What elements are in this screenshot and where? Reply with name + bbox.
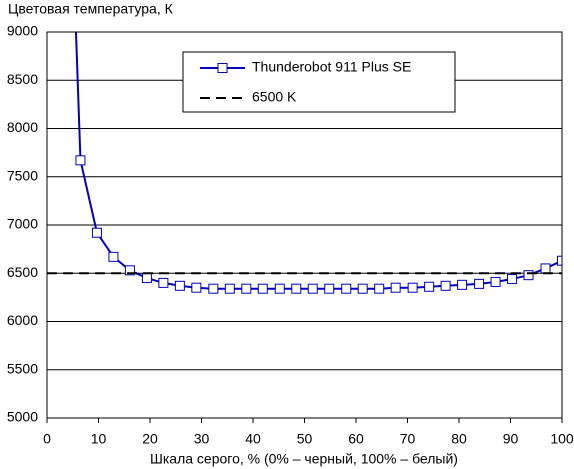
y-tick-label: 6500 xyxy=(7,264,38,280)
x-tick-label: 100 xyxy=(550,431,574,447)
legend: Thunderobot 911 Plus SE 6500 K xyxy=(182,51,456,113)
data-point xyxy=(424,281,435,292)
plot-area xyxy=(47,32,562,294)
data-point xyxy=(407,282,418,293)
data-point xyxy=(440,280,451,291)
data-point xyxy=(357,283,368,294)
data-point xyxy=(557,255,562,266)
y-tick-label: 8000 xyxy=(7,119,38,135)
data-point xyxy=(507,274,518,285)
y-tick-label: 9000 xyxy=(7,23,38,39)
data-point xyxy=(124,265,135,276)
legend-box xyxy=(182,51,456,113)
data-point xyxy=(341,283,352,294)
data-point xyxy=(274,283,285,294)
data-point xyxy=(490,276,501,287)
y-tick-label: 6000 xyxy=(7,312,38,328)
data-point xyxy=(457,279,468,290)
x-tick-label: 60 xyxy=(348,431,364,447)
data-point xyxy=(390,282,401,293)
legend-marker xyxy=(217,63,228,73)
data-point xyxy=(540,263,551,274)
x-axis-label: Шкала серого, % (0% – черный, 100% – бел… xyxy=(150,451,458,467)
legend-label: 6500 K xyxy=(252,89,297,105)
data-point xyxy=(291,283,302,294)
y-tick-label: 7500 xyxy=(7,167,38,183)
x-tick-label: 80 xyxy=(451,431,467,447)
data-point xyxy=(141,273,152,284)
x-tick-label: 30 xyxy=(194,431,210,447)
y-tick-label: 5500 xyxy=(7,360,38,376)
x-tick-label: 70 xyxy=(400,431,416,447)
data-point xyxy=(374,283,385,294)
data-point xyxy=(307,283,318,294)
x-tick-label: 90 xyxy=(503,431,519,447)
data-point xyxy=(474,278,485,289)
x-tick-label: 50 xyxy=(297,431,313,447)
data-point xyxy=(91,227,102,238)
data-point xyxy=(523,270,534,281)
data-point xyxy=(241,283,252,294)
legend-label: Thunderobot 911 Plus SE xyxy=(252,59,411,75)
data-point xyxy=(224,283,235,294)
data-point xyxy=(108,251,119,262)
x-tick-label: 40 xyxy=(245,431,261,447)
data-point xyxy=(208,283,219,294)
data-point xyxy=(257,283,268,294)
data-point xyxy=(158,277,169,288)
data-point xyxy=(324,283,335,294)
axes: 5000 5500 6000 6500 7000 7500 8000 8500 9000 0 10 2… xyxy=(7,23,574,447)
y-tick-label: 8500 xyxy=(7,71,38,87)
chart-title: Цветовая температура, К xyxy=(8,1,174,17)
y-tick-label: 7000 xyxy=(7,216,38,232)
data-point xyxy=(191,282,202,293)
x-tick-label: 10 xyxy=(91,431,107,447)
data-point xyxy=(174,280,185,291)
y-tick-label: 5000 xyxy=(7,409,38,425)
x-tick-label: 20 xyxy=(142,431,158,447)
x-tick-label: 0 xyxy=(43,431,51,447)
data-point xyxy=(75,155,86,166)
